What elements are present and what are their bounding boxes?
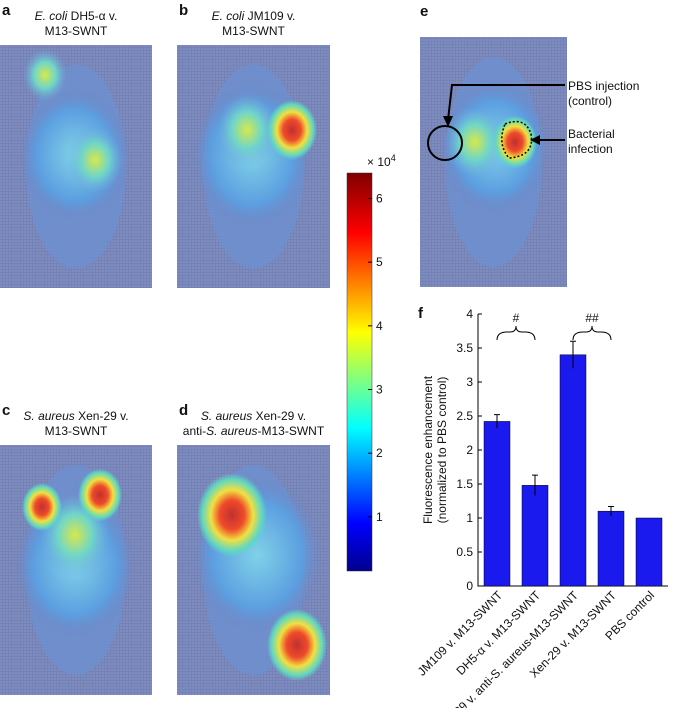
marker-circle bbox=[427, 125, 463, 161]
panel-title: anti-S. aureus-M13-SWNT bbox=[183, 424, 325, 438]
error-bar bbox=[532, 474, 538, 496]
signal-spot bbox=[493, 115, 537, 169]
title-segment: M13-SWNT bbox=[45, 24, 108, 38]
arrow-head bbox=[530, 135, 540, 145]
arrow-head bbox=[443, 116, 453, 127]
panel-title: S. aureus Xen-29 v. bbox=[201, 409, 306, 423]
annotation: infection bbox=[568, 142, 613, 156]
colorbar-tick-label: 6 bbox=[376, 191, 383, 205]
image-panel bbox=[0, 45, 152, 288]
signal-spot bbox=[78, 468, 122, 522]
y-tick-label: 3.5 bbox=[456, 341, 473, 355]
significance-bracket bbox=[572, 325, 612, 341]
title-segment: S. aureus bbox=[23, 409, 74, 423]
error-bar bbox=[608, 505, 614, 516]
y-tick-label: 3 bbox=[466, 375, 473, 389]
significance-label: ## bbox=[585, 311, 599, 325]
image-panel bbox=[420, 37, 567, 287]
annotation: (control) bbox=[568, 94, 612, 108]
title-segment: JM109 v. bbox=[244, 9, 295, 23]
title-segment: M13-SWNT bbox=[222, 24, 285, 38]
colorbar-tick-label: 2 bbox=[376, 446, 383, 460]
bar bbox=[597, 510, 625, 587]
signal-spot bbox=[23, 48, 67, 102]
title-segment: anti- bbox=[183, 424, 206, 438]
title-segment: S. aureus bbox=[206, 424, 257, 438]
colorbar-tick-label: 1 bbox=[376, 510, 383, 524]
significance-label: # bbox=[513, 311, 520, 325]
significance-bracket bbox=[496, 325, 536, 341]
panel-letter: d bbox=[179, 402, 188, 419]
image-panel bbox=[0, 445, 152, 695]
title-segment: E. coli bbox=[212, 9, 245, 23]
signal-spot bbox=[267, 609, 327, 681]
title-segment: Xen-29 v. bbox=[75, 409, 129, 423]
panel-title: M13-SWNT bbox=[45, 424, 108, 438]
panel-letter: b bbox=[179, 2, 188, 19]
signal-spot bbox=[267, 100, 317, 160]
dotted-outline bbox=[501, 120, 533, 159]
signal-spot bbox=[445, 106, 505, 178]
title-segment: S. aureus bbox=[201, 409, 252, 423]
title-segment: DH5-α v. bbox=[67, 9, 117, 23]
bar bbox=[521, 485, 549, 587]
image-panel bbox=[177, 445, 330, 695]
colorbar-tick-label: 3 bbox=[376, 383, 383, 397]
bar bbox=[483, 421, 511, 587]
y-tick-label: 1.5 bbox=[456, 477, 473, 491]
title-segment: -M13-SWNT bbox=[258, 424, 325, 438]
y-tick-label: 0 bbox=[466, 579, 473, 593]
bar bbox=[559, 354, 587, 587]
bar bbox=[635, 517, 663, 587]
y-tick-label: 1 bbox=[466, 511, 473, 525]
panel-title: M13-SWNT bbox=[45, 24, 108, 38]
panel-letter: a bbox=[2, 2, 11, 19]
colorbar-tick-label: 5 bbox=[376, 255, 383, 269]
panel-letter: f bbox=[418, 305, 424, 322]
signal-spot bbox=[217, 94, 277, 166]
y-axis-label: (normalized to PBS control) bbox=[435, 377, 449, 524]
signal-spot bbox=[67, 126, 123, 194]
signal-spot bbox=[197, 473, 267, 557]
colorbar-multiplier: × 104 bbox=[367, 153, 396, 169]
panel-title: M13-SWNT bbox=[222, 24, 285, 38]
y-tick-label: 4 bbox=[466, 307, 473, 321]
colorbar bbox=[346, 172, 373, 572]
y-tick-label: 2 bbox=[466, 443, 473, 457]
y-tick-label: 2.5 bbox=[456, 409, 473, 423]
panel-title: S. aureus Xen-29 v. bbox=[23, 409, 128, 423]
panel-title: E. coli JM109 v. bbox=[212, 9, 296, 23]
annotation: PBS injection bbox=[568, 79, 639, 93]
panel-title: E. coli DH5-α v. bbox=[35, 9, 118, 23]
colorbar-tick-label: 4 bbox=[376, 319, 383, 333]
y-axis-label: Fluorescence enhancement bbox=[421, 375, 435, 524]
annotation: Bacterial bbox=[568, 127, 615, 141]
title-segment: E. coli bbox=[35, 9, 68, 23]
arrow bbox=[447, 84, 565, 121]
bar-chart: f 0 0.5 1 1.5 2 2.5 3 3.5 4 Fluorescence enhanceme… bbox=[415, 305, 668, 713]
error-bar bbox=[494, 414, 500, 429]
colorbar-exponent: 4 bbox=[391, 153, 396, 163]
title-segment: M13-SWNT bbox=[45, 424, 108, 438]
error-bar bbox=[570, 340, 576, 369]
panel-letter: c bbox=[2, 402, 10, 419]
title-segment: Xen-29 v. bbox=[252, 409, 306, 423]
y-tick-label: 0.5 bbox=[456, 545, 473, 559]
signal-spot bbox=[22, 483, 62, 531]
panel-letter: e bbox=[420, 3, 428, 20]
image-panel bbox=[177, 45, 330, 288]
